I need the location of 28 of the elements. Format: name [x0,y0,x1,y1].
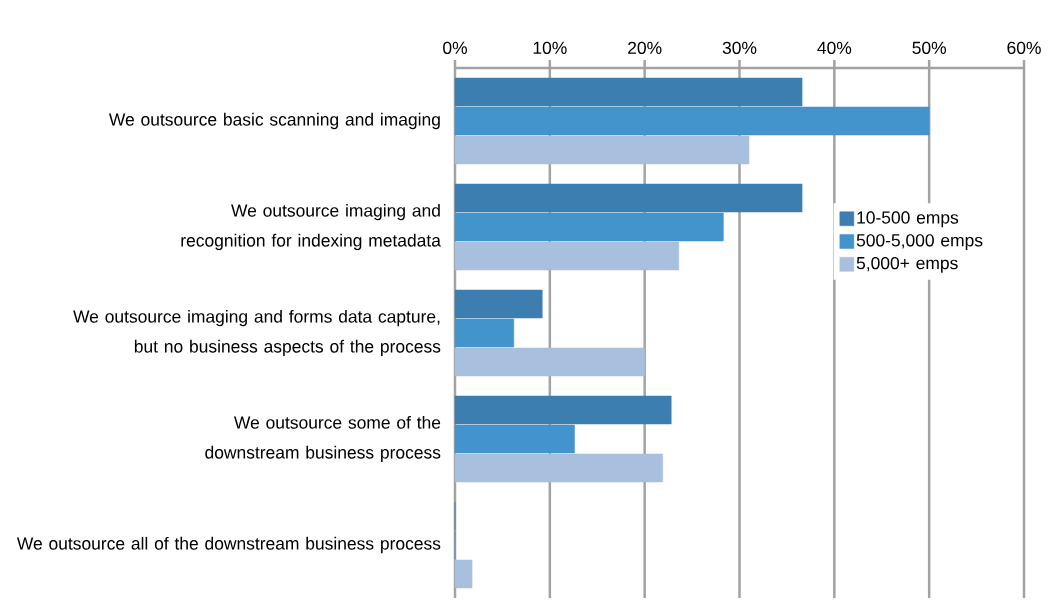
x-tick-label: 0% [443,41,467,54]
y-tick-label: We outsource imaging and forms data capture, but no business aspects of the process [73,309,441,357]
bar [454,106,930,136]
bar [454,183,803,213]
x-tick-label: 60% [1007,41,1041,54]
legend-label: 5,000+ emps [856,256,958,273]
bar [454,453,663,483]
x-tick-label: 50% [912,41,946,54]
x-tick-label: 40% [817,41,852,54]
bar [454,241,680,271]
bar [454,347,645,377]
y-tick-label: We outsource some of the downstream business process [205,415,441,463]
bar [454,289,543,319]
bar [454,77,803,107]
x-tick-label: 30% [722,41,757,54]
x-tick-label: 10% [533,41,567,54]
bar [454,212,724,242]
bar [454,395,672,425]
y-tick-label: We outsource all of the downstream business process [16,536,441,554]
legend-label: 500-5,000 emps [856,234,983,250]
y-tick-label: We outsource basic scanning and imaging [108,112,440,130]
legend-label: 10-500 emps [857,211,959,228]
bar [454,559,473,589]
y-tick-label: We outsource imaging and recognition for indexing metadata [181,203,441,251]
bar [454,318,515,348]
bar [454,424,575,454]
x-tick-label: 20% [628,41,662,54]
bar [454,135,750,165]
